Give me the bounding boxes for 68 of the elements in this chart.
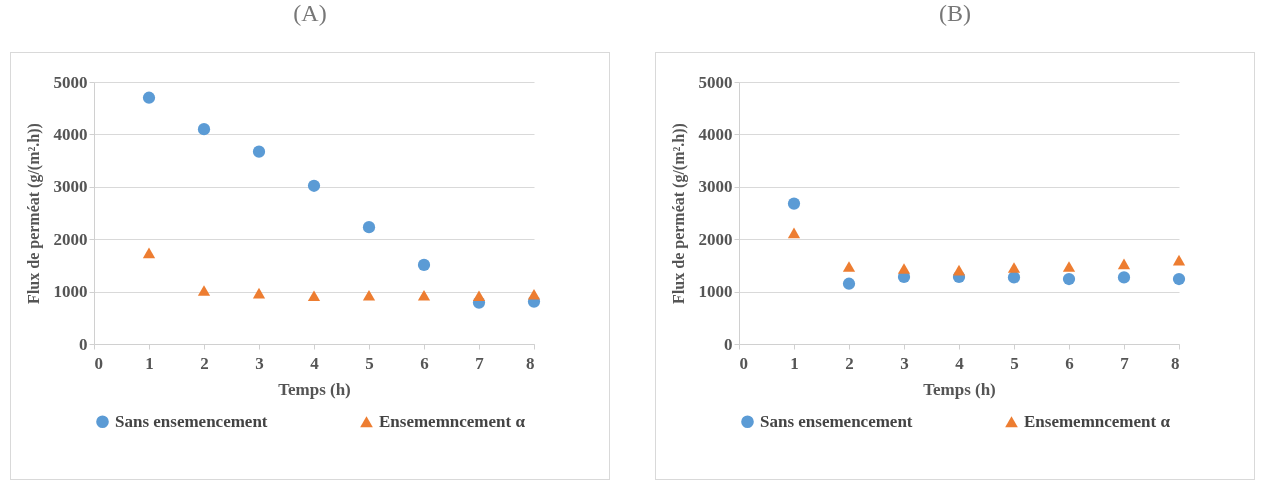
y-tick-label: 3000 bbox=[698, 177, 733, 197]
x-tick-label: 5 bbox=[365, 353, 374, 373]
y-tick-label: 0 bbox=[724, 334, 733, 354]
y-tick-label: 5000 bbox=[53, 72, 88, 92]
point bbox=[1117, 258, 1131, 270]
point bbox=[952, 264, 966, 276]
x-tick-label: 4 bbox=[310, 353, 320, 373]
y-tick-label: 3000 bbox=[53, 177, 88, 197]
point bbox=[252, 145, 266, 158]
y-axis-title: Flux de perméat (g/(m².h)) bbox=[24, 123, 43, 304]
y-tick-label: 4000 bbox=[53, 124, 88, 144]
point bbox=[897, 263, 911, 274]
legend-label: Ensememncement α bbox=[379, 411, 526, 431]
y-tick-label: 1000 bbox=[53, 282, 88, 302]
x-axis-title: Temps (h) bbox=[278, 379, 351, 399]
point bbox=[362, 289, 376, 301]
point bbox=[142, 247, 156, 259]
point bbox=[787, 227, 801, 239]
point bbox=[197, 285, 211, 296]
point bbox=[787, 197, 801, 210]
x-tick-label: 0 bbox=[94, 353, 103, 373]
x-tick-label: 1 bbox=[145, 353, 154, 373]
point bbox=[472, 290, 486, 302]
point bbox=[1172, 254, 1186, 266]
legend-label: Sans ensemencement bbox=[760, 411, 913, 431]
point bbox=[527, 288, 541, 300]
x-tick-label: 7 bbox=[1120, 353, 1130, 373]
x-tick-label: 7 bbox=[475, 353, 485, 373]
point bbox=[1062, 272, 1076, 286]
y-tick-label: 5000 bbox=[698, 72, 733, 92]
x-tick-label: 4 bbox=[955, 353, 965, 373]
legend-label: Sans ensemencement bbox=[115, 411, 268, 431]
x-tick-label: 6 bbox=[420, 353, 429, 373]
point bbox=[417, 289, 431, 301]
x-tick-label: 0 bbox=[739, 353, 748, 373]
point bbox=[1062, 261, 1076, 272]
point bbox=[1172, 272, 1186, 286]
point bbox=[252, 287, 266, 299]
point bbox=[307, 290, 321, 302]
y-tick-label: 1000 bbox=[698, 282, 733, 302]
x-tick-label: 5 bbox=[1010, 353, 1019, 373]
chart-title: (A) bbox=[292, 0, 328, 28]
x-tick-label: 8 bbox=[1171, 353, 1180, 373]
x-axis-title: Temps (h) bbox=[923, 379, 996, 399]
point bbox=[197, 123, 211, 136]
y-axis-title: Flux de perméat (g/(m².h)) bbox=[669, 123, 688, 304]
x-tick-label: 2 bbox=[200, 353, 209, 373]
point bbox=[1007, 262, 1021, 273]
point bbox=[307, 179, 321, 192]
point bbox=[417, 258, 431, 271]
y-tick-label: 0 bbox=[79, 334, 88, 354]
point bbox=[842, 277, 856, 290]
point bbox=[142, 91, 156, 104]
x-tick-label: 2 bbox=[845, 353, 854, 373]
legend-label: Ensememncement α bbox=[1024, 411, 1171, 431]
point bbox=[842, 261, 856, 272]
x-tick-label: 1 bbox=[790, 353, 799, 373]
x-tick-label: 8 bbox=[526, 353, 535, 373]
y-tick-label: 4000 bbox=[698, 124, 733, 144]
point bbox=[1007, 271, 1021, 284]
chart-title: (B) bbox=[938, 0, 972, 28]
x-tick-label: 6 bbox=[1065, 353, 1074, 373]
x-tick-label: 3 bbox=[900, 353, 909, 373]
point bbox=[1117, 271, 1131, 284]
x-tick-label: 3 bbox=[255, 353, 264, 373]
point bbox=[362, 221, 376, 234]
y-tick-label: 2000 bbox=[53, 229, 88, 249]
y-tick-label: 2000 bbox=[698, 229, 733, 249]
